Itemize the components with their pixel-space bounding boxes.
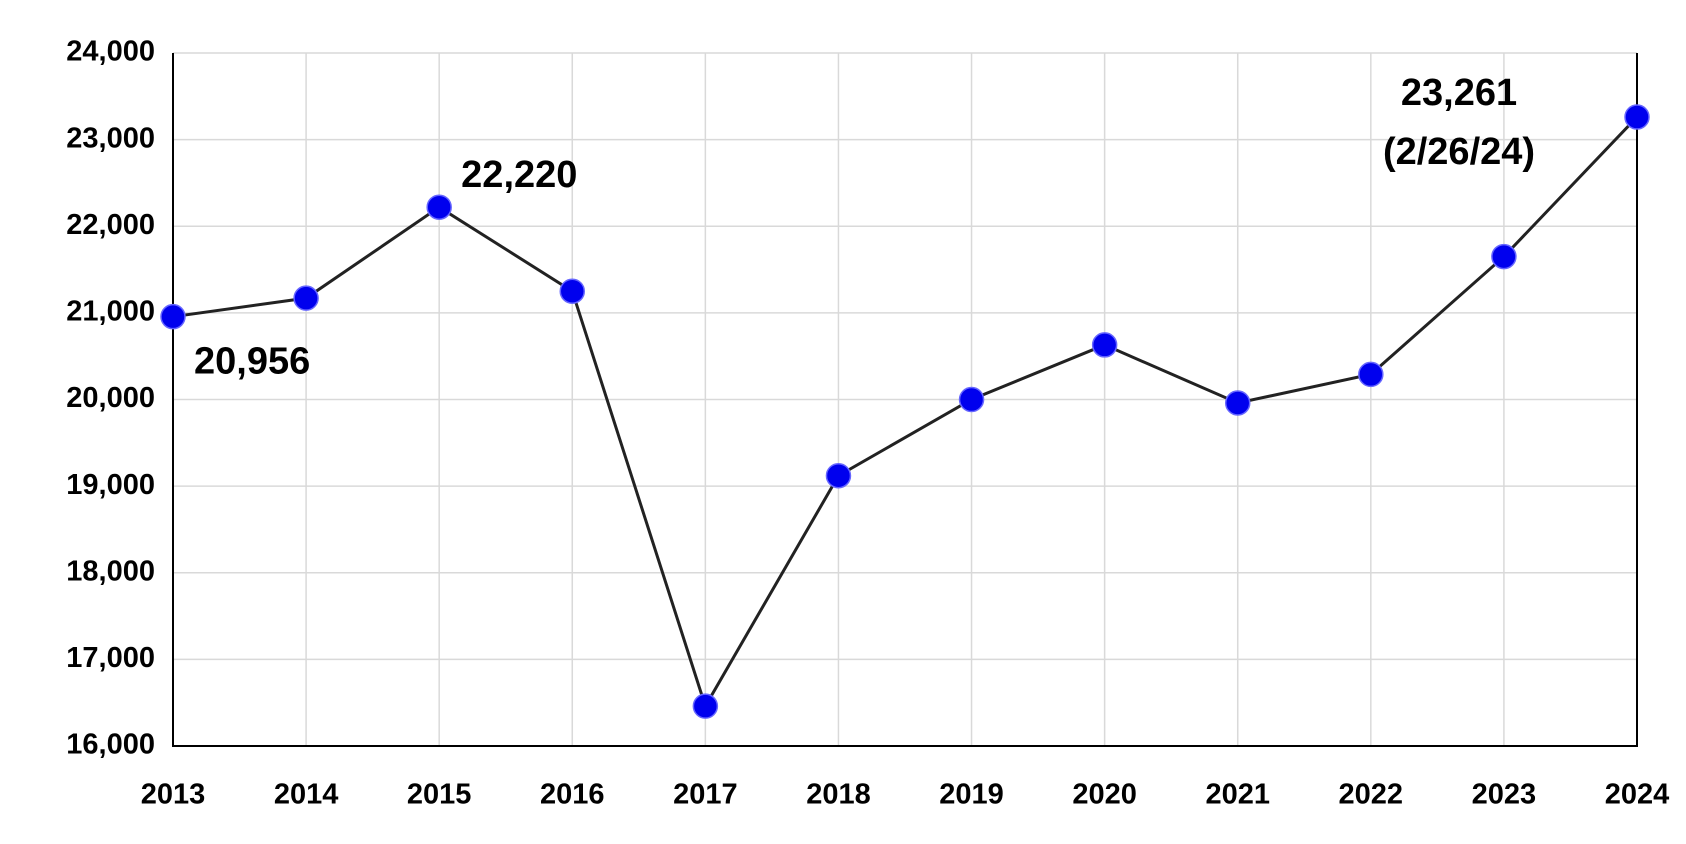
y-tick-label: 17,000 (66, 642, 155, 674)
y-tick-label: 24,000 (66, 36, 155, 68)
marker (692, 693, 719, 719)
x-tick-label: 2017 (673, 779, 738, 811)
marker (293, 285, 319, 311)
axes (172, 53, 1638, 747)
y-tick-label: 21,000 (66, 296, 155, 328)
value-label: 22,220 (461, 154, 577, 196)
marker (1491, 243, 1517, 270)
x-tick-label: 2024 (1605, 779, 1670, 811)
marker (160, 303, 186, 330)
x-tick-label: 2014 (274, 779, 339, 811)
x-tick-label: 2016 (540, 779, 605, 811)
marker (559, 278, 586, 304)
marker (825, 462, 852, 489)
x-tick-label: 2020 (1072, 779, 1137, 811)
x-tick-label: 2022 (1339, 779, 1404, 811)
y-tick-label: 18,000 (66, 555, 155, 587)
y-tick-label: 23,000 (66, 122, 155, 154)
annotation: (2/26/24) (1383, 131, 1535, 173)
y-tick-label: 16,000 (66, 729, 155, 761)
y-tick-label: 22,000 (66, 209, 155, 241)
x-tick-label: 2023 (1472, 779, 1537, 811)
marker (1224, 390, 1251, 416)
marker (426, 194, 452, 220)
marker (958, 386, 985, 413)
x-tick-label: 2013 (141, 779, 206, 811)
line (172, 115, 1639, 710)
x-tick-label: 2021 (1205, 779, 1270, 811)
marker (1091, 332, 1118, 358)
y-tick-label: 20,000 (66, 382, 155, 414)
y-tick-label: 19,000 (66, 469, 155, 501)
x-tick-label: 2018 (806, 779, 871, 811)
marker (1624, 104, 1650, 130)
value-label: 20,956 (194, 341, 310, 383)
x-tick-label: 2019 (939, 779, 1004, 811)
marker (1358, 361, 1384, 388)
value-label: 23,261 (1401, 72, 1517, 114)
x-tick-label: 2015 (407, 779, 472, 811)
